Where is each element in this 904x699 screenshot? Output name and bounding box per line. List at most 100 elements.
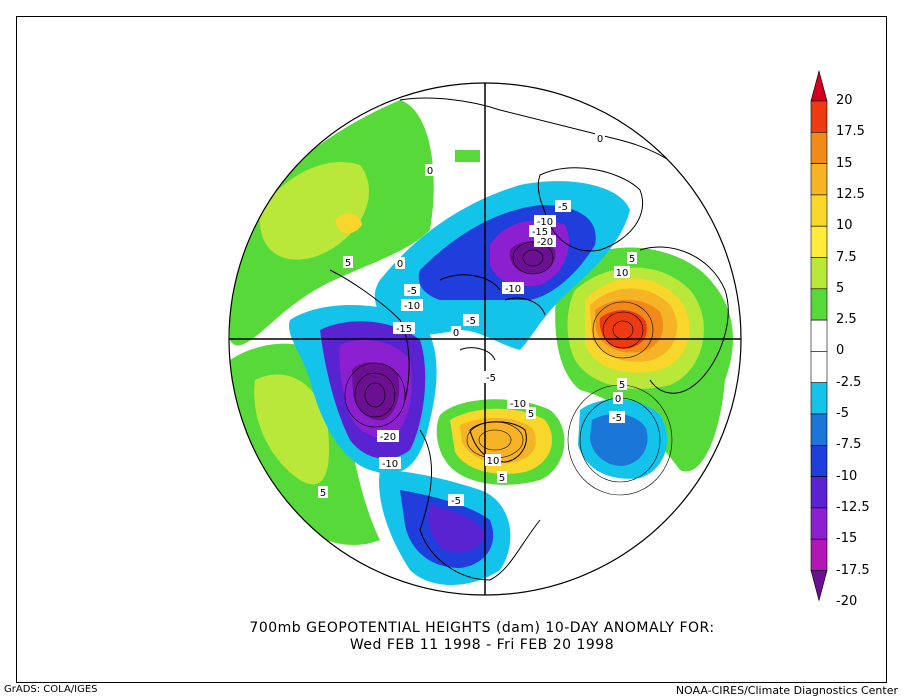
contour-label-bg xyxy=(502,282,524,294)
anomaly-pos-north xyxy=(455,150,480,162)
contour-label-bg xyxy=(614,266,630,278)
contour-arctic-1 xyxy=(512,241,554,275)
colorbar-label: -12.5 xyxy=(836,499,870,515)
coast-hudson xyxy=(469,421,527,463)
contour-label: 5 xyxy=(629,254,635,265)
contour-label-bg xyxy=(401,299,423,311)
contour-label: -5 xyxy=(466,316,476,327)
coast-arctic-islands xyxy=(439,274,546,361)
contour-label: 10 xyxy=(487,456,500,467)
contour-label-bg xyxy=(507,397,529,409)
credit-noaa: NOAA-CIRES/Climate Diagnostics Center xyxy=(675,684,898,697)
contour-label: -20 xyxy=(380,432,396,443)
contour-label-bg xyxy=(555,200,571,212)
coast-north-america xyxy=(419,429,541,581)
contour-label-bg xyxy=(497,471,507,483)
coast-greenland xyxy=(537,167,644,252)
contour-europe-2 xyxy=(602,311,644,349)
contour-arctic-2 xyxy=(522,249,544,267)
coast-europe xyxy=(639,246,729,394)
contour-label: -10 xyxy=(382,459,398,470)
colorbar-box xyxy=(810,194,828,227)
colorbar-box xyxy=(810,507,828,540)
contour-label-bg xyxy=(393,322,415,334)
contour-label: -10 xyxy=(510,399,526,410)
colorbar-box xyxy=(810,319,828,352)
contour-label: -10 xyxy=(505,284,521,295)
colorbar-label: -2.5 xyxy=(836,374,862,390)
colorbar-label: 5 xyxy=(836,280,845,296)
contour-label: 10 xyxy=(616,268,629,279)
contour-label: 5 xyxy=(528,409,534,420)
colorbar-label: 15 xyxy=(836,155,853,171)
colorbar-label: -17.5 xyxy=(836,562,870,578)
contour-label-bg xyxy=(395,257,405,269)
contour-canada-2 xyxy=(478,429,512,451)
contour-label: -5 xyxy=(612,413,622,424)
contour-label: 0 xyxy=(397,259,403,270)
contour-label-bg xyxy=(318,486,328,498)
colorbar-box xyxy=(810,257,828,290)
map-frame xyxy=(16,16,887,683)
contour-alaska-1 xyxy=(344,362,406,428)
contour-label-bg xyxy=(483,371,499,383)
contour-label-bg xyxy=(451,326,461,338)
map-boundary xyxy=(228,82,742,596)
anomaly-neg-arctic-core xyxy=(509,241,556,275)
contour-label: -5 xyxy=(486,373,496,384)
colorbar-box xyxy=(810,225,828,258)
colorbar-box xyxy=(810,476,828,509)
anomaly-neg-us-c xyxy=(428,505,485,553)
colorbar-arrow-bottom xyxy=(810,570,828,602)
contour-label-bg xyxy=(448,494,464,506)
colorbar-box xyxy=(810,413,828,446)
colorbar-label: -20 xyxy=(836,593,858,609)
colorbar-label: 0 xyxy=(836,343,845,359)
contour-europe-1 xyxy=(592,301,654,359)
colorbar-label: 17.5 xyxy=(836,124,865,140)
contour-label: -15 xyxy=(532,227,548,238)
contour-label: 5 xyxy=(499,473,505,484)
contour-label: 0 xyxy=(597,134,603,145)
contour-label: 0 xyxy=(453,328,459,339)
colorbar-arrow-top xyxy=(810,69,828,102)
contour-label-bg xyxy=(595,132,605,144)
contour-alaska-2 xyxy=(354,372,396,418)
anomaly-neg-atlantic-core xyxy=(590,413,648,466)
contour-label-bg xyxy=(529,225,551,237)
colorbar-label: 2.5 xyxy=(836,312,857,328)
colorbar-label: -10 xyxy=(836,468,858,484)
contour-label: -5 xyxy=(407,286,417,297)
contour-label-bg xyxy=(609,411,625,423)
colorbar-label: 12.5 xyxy=(836,186,865,202)
contour-label-bg xyxy=(485,454,501,466)
title-line-1: 700mb GEOPOTENTIAL HEIGHTS (dam) 10-DAY … xyxy=(249,620,715,636)
contour-label-bg xyxy=(534,235,556,247)
contour-label: 5 xyxy=(345,258,351,269)
contour-label-bg xyxy=(463,314,479,326)
contour-label: 0 xyxy=(427,166,433,177)
contour-label-bg xyxy=(404,284,420,296)
contour-label: 5 xyxy=(619,380,625,391)
contour-label-bg xyxy=(613,392,623,404)
contour-label: 5 xyxy=(320,488,326,499)
colorbar-label: -7.5 xyxy=(836,437,862,453)
contour-label: 0 xyxy=(615,394,621,405)
anomaly-pos-pacific-inner xyxy=(259,162,369,260)
contour-label: -5 xyxy=(558,202,568,213)
colorbar-box xyxy=(810,288,828,321)
colorbar-box xyxy=(810,538,828,571)
colorbar-label: 20 xyxy=(836,93,853,108)
title-line-2: Wed FEB 11 1998 - Fri FEB 20 1998 xyxy=(349,637,615,653)
contour-label: -10 xyxy=(537,217,553,228)
contour-label: -15 xyxy=(396,324,412,335)
anomaly-pos-pacific-core xyxy=(335,213,362,234)
contour-label-bg xyxy=(343,256,353,268)
contour-label-bg xyxy=(627,252,637,264)
credit-grads: GrADS: COLA/IGES xyxy=(4,684,98,695)
contour-label-bg xyxy=(425,164,435,176)
contour-label-bg xyxy=(526,407,536,419)
contour-label-bg xyxy=(617,378,627,390)
